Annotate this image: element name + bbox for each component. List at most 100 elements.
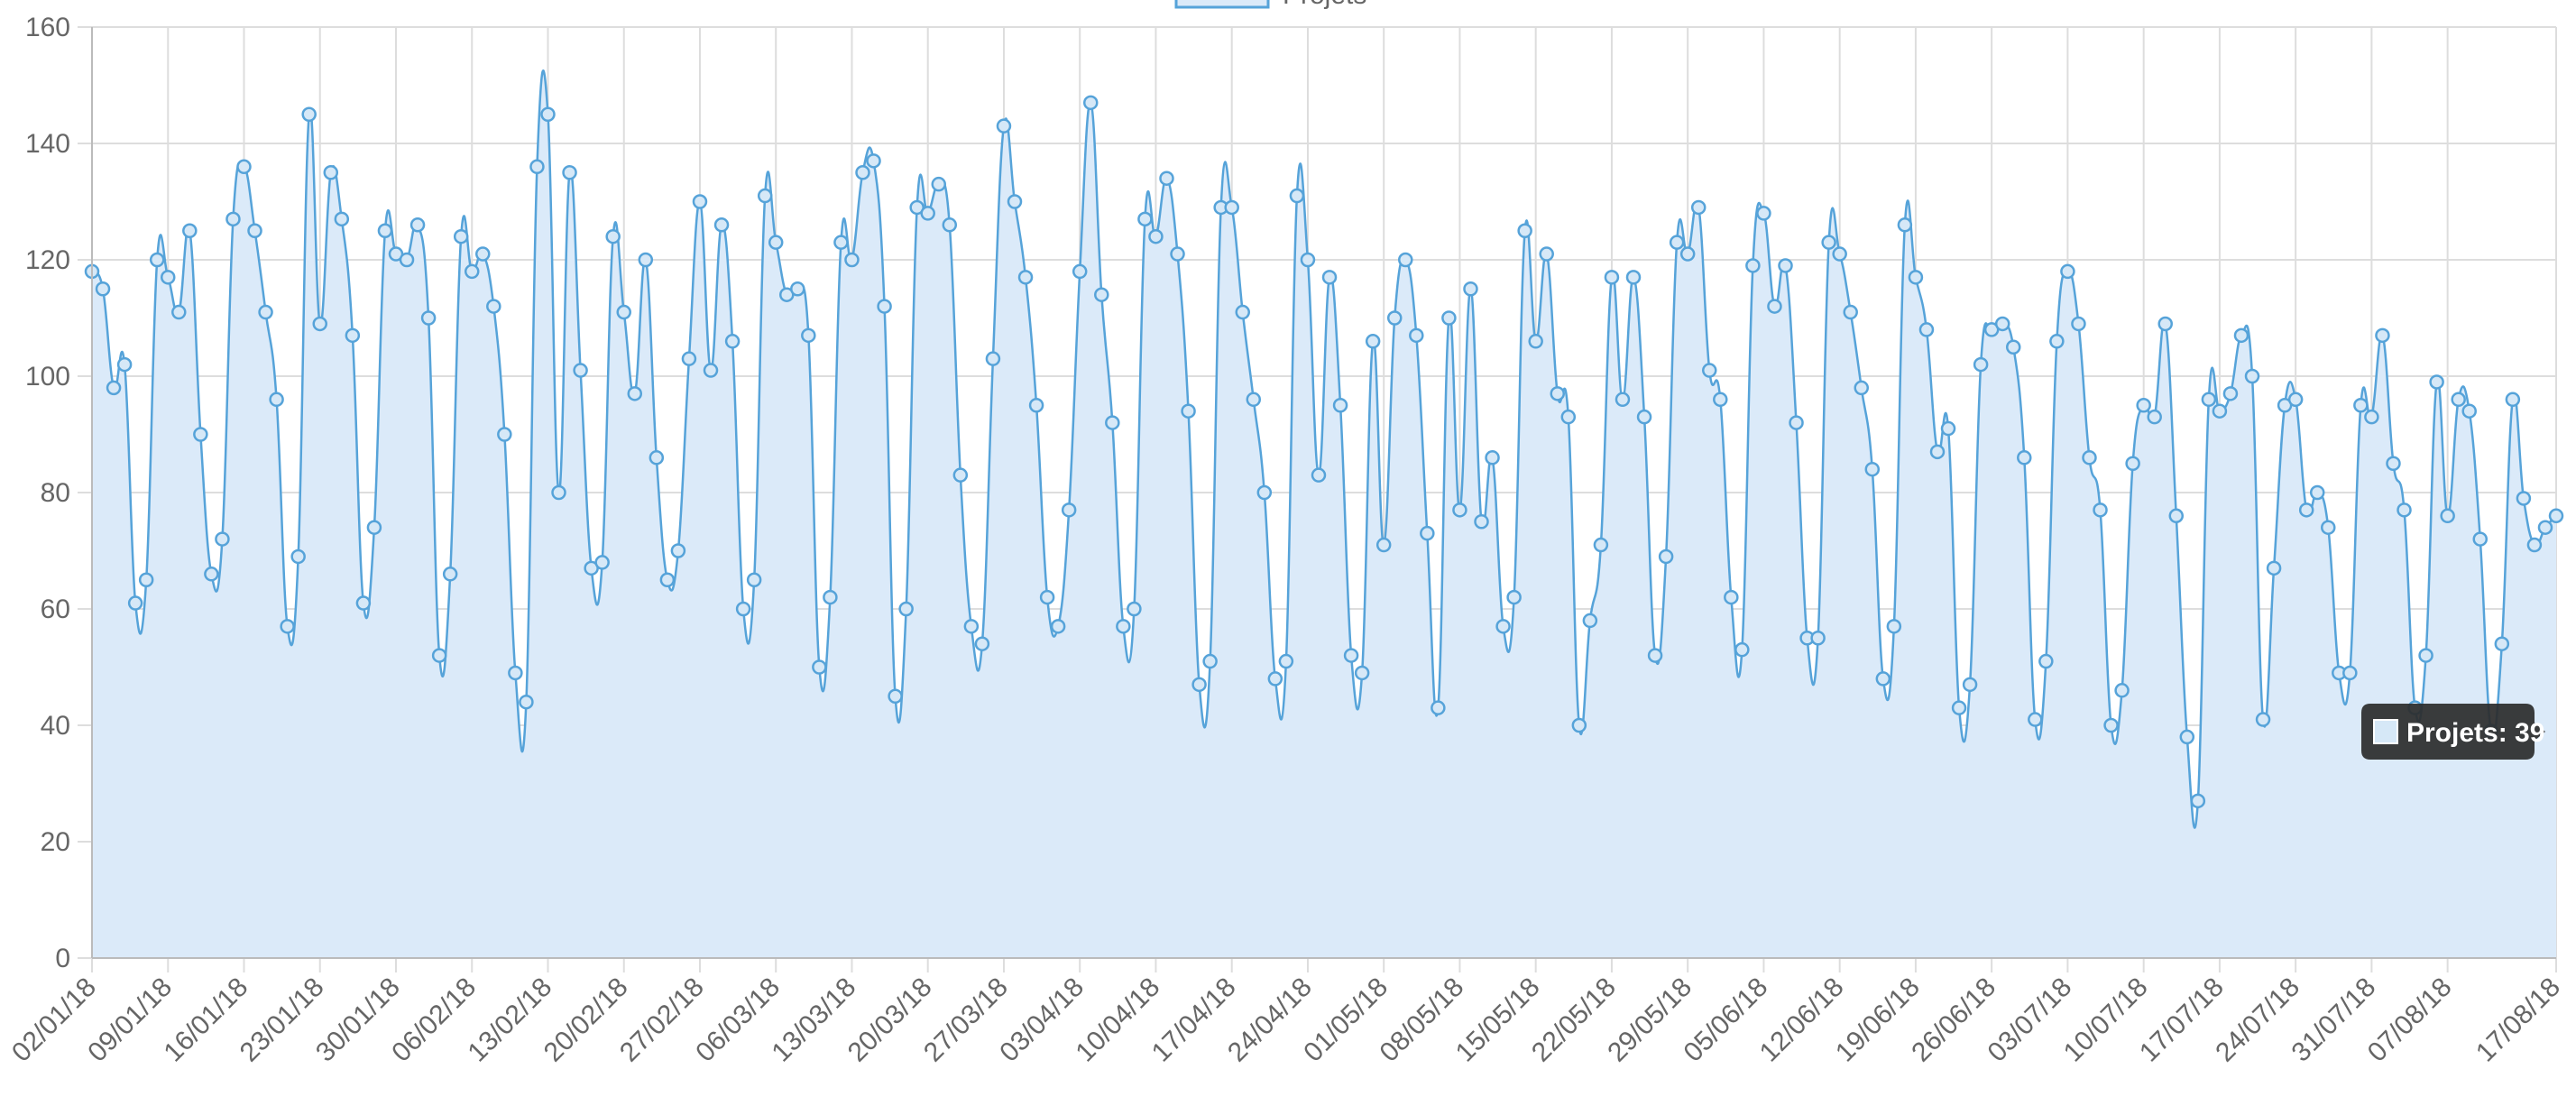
data-point[interactable] — [638, 252, 654, 268]
data-point[interactable] — [1354, 665, 1370, 681]
data-point[interactable] — [1702, 363, 1717, 378]
data-point[interactable] — [931, 176, 946, 192]
data-point[interactable] — [2266, 560, 2282, 576]
data-point[interactable] — [2082, 450, 2097, 465]
data-point[interactable] — [627, 386, 643, 401]
data-point[interactable] — [1094, 287, 1109, 302]
data-point[interactable] — [95, 281, 111, 297]
data-point[interactable] — [2071, 316, 2086, 332]
data-point[interactable] — [1365, 334, 1381, 349]
data-point[interactable] — [1962, 677, 1978, 693]
data-point[interactable] — [724, 334, 741, 349]
data-point[interactable] — [2157, 316, 2173, 332]
data-point[interactable] — [2212, 403, 2228, 419]
data-point[interactable] — [1332, 398, 1348, 413]
data-point[interactable] — [1495, 619, 1511, 634]
data-point[interactable] — [1864, 461, 1881, 477]
data-point[interactable] — [171, 304, 187, 320]
data-point[interactable] — [2201, 392, 2217, 408]
data-point[interactable] — [1615, 392, 1631, 408]
data-point[interactable] — [1300, 252, 1316, 268]
data-point[interactable] — [1148, 228, 1164, 244]
data-point[interactable] — [160, 270, 176, 285]
data-point[interactable] — [1625, 270, 1642, 285]
data-point[interactable] — [1690, 199, 1707, 216]
data-point[interactable] — [1550, 386, 1566, 401]
data-point[interactable] — [399, 252, 415, 268]
data-point[interactable] — [1918, 322, 1935, 337]
data-point[interactable] — [2298, 502, 2314, 518]
data-point[interactable] — [1191, 677, 1207, 693]
data-point[interactable] — [2353, 398, 2369, 413]
data-point[interactable] — [312, 316, 327, 332]
data-point[interactable] — [1517, 223, 1532, 238]
data-point[interactable] — [2049, 334, 2065, 349]
data-point[interactable] — [1028, 398, 1044, 413]
data-point[interactable] — [573, 363, 588, 378]
data-point[interactable] — [877, 299, 892, 314]
data-point[interactable] — [1832, 246, 1847, 262]
data-point[interactable] — [1951, 700, 1967, 715]
data-point[interactable] — [649, 450, 665, 465]
data-point[interactable] — [605, 228, 621, 244]
data-point[interactable] — [1267, 671, 1283, 687]
data-point[interactable] — [2093, 502, 2108, 518]
data-point[interactable] — [2440, 508, 2455, 524]
data-point[interactable] — [1398, 252, 1413, 268]
data-point[interactable] — [1127, 601, 1142, 617]
data-point[interactable] — [1159, 171, 1174, 186]
data-point[interactable] — [1713, 392, 1728, 408]
data-point[interactable] — [334, 211, 350, 227]
data-point[interactable] — [1604, 270, 1620, 285]
data-point[interactable] — [2342, 665, 2358, 681]
data-point[interactable] — [475, 246, 491, 262]
data-point[interactable] — [1343, 648, 1359, 663]
data-point[interactable] — [1202, 653, 1218, 669]
data-point[interactable] — [985, 351, 1001, 366]
data-point[interactable] — [1452, 502, 1467, 518]
data-point[interactable] — [431, 648, 447, 663]
data-point[interactable] — [1246, 392, 1262, 408]
data-point[interactable] — [1789, 415, 1804, 430]
data-point[interactable] — [1875, 671, 1891, 687]
data-point[interactable] — [2179, 729, 2195, 745]
data-point[interactable] — [149, 252, 165, 268]
data-point[interactable] — [2190, 793, 2206, 809]
data-point[interactable] — [1017, 270, 1034, 285]
data-point[interactable] — [442, 567, 458, 582]
data-point[interactable] — [2537, 520, 2553, 535]
data-point[interactable] — [2136, 398, 2151, 413]
data-point[interactable] — [529, 159, 545, 175]
data-point[interactable] — [2321, 520, 2336, 535]
data-points[interactable] — [84, 95, 2564, 809]
data-point[interactable] — [2060, 263, 2075, 280]
data-point[interactable] — [1679, 246, 1696, 262]
data-point[interactable] — [258, 304, 273, 320]
data-point[interactable] — [2386, 456, 2401, 471]
data-point[interactable] — [1745, 258, 1761, 273]
data-point[interactable] — [1278, 653, 1294, 669]
data-point[interactable] — [280, 619, 295, 634]
data-point[interactable] — [1756, 206, 1771, 221]
data-point[interactable] — [2548, 508, 2564, 524]
data-point[interactable] — [2168, 508, 2185, 524]
data-point[interactable] — [1593, 537, 1609, 553]
data-point[interactable] — [2526, 537, 2543, 553]
data-point[interactable] — [616, 304, 631, 320]
data-point[interactable] — [1105, 415, 1120, 430]
data-point[interactable] — [2244, 368, 2260, 384]
data-point[interactable] — [746, 572, 762, 587]
data-point[interactable] — [1973, 356, 1989, 373]
data-point[interactable] — [1321, 270, 1338, 285]
data-point[interactable] — [2309, 484, 2325, 501]
legend[interactable]: Projets — [1174, 0, 1366, 10]
data-point[interactable] — [127, 595, 143, 611]
data-point[interactable] — [2472, 531, 2489, 547]
data-point[interactable] — [551, 484, 566, 501]
data-point[interactable] — [247, 223, 262, 238]
data-point[interactable] — [2418, 648, 2433, 663]
data-point[interactable] — [2451, 392, 2466, 408]
data-point[interactable] — [844, 252, 860, 268]
data-point[interactable] — [1821, 235, 1836, 250]
data-point[interactable] — [2516, 491, 2532, 506]
